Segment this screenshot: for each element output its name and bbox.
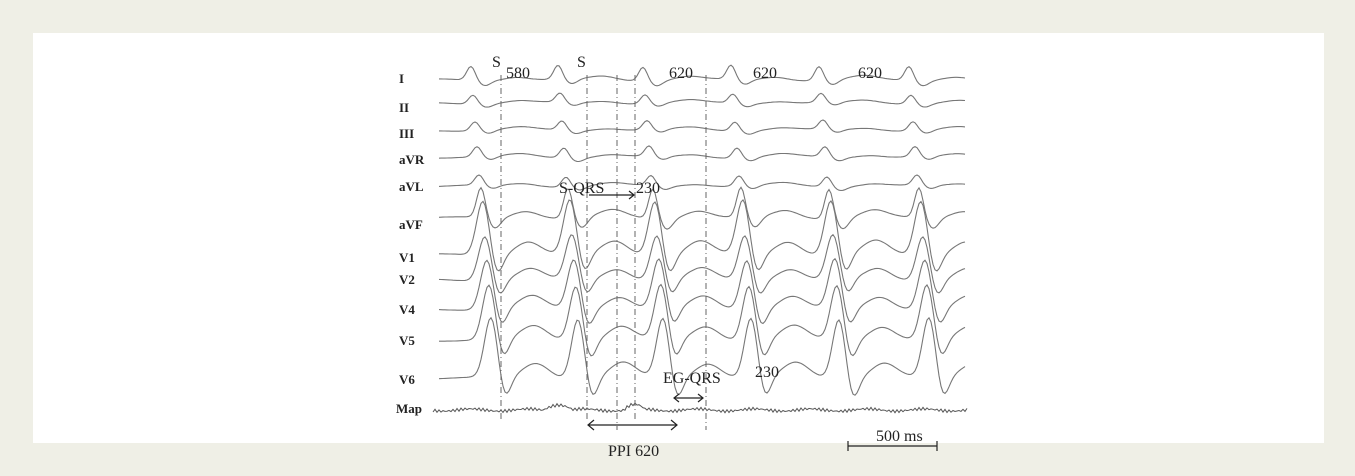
lead-labels: I II III aVR aVL aVF V1 V2 V4 V5 V6 Map (396, 71, 425, 416)
lead-label-III: III (399, 126, 414, 141)
timing-markers (500, 75, 707, 430)
trace-V5 (439, 283, 966, 357)
ppi-label: PPI 620 (608, 443, 659, 460)
ecg-traces (432, 64, 968, 414)
eg-qrs-label: EG-QRS (663, 370, 721, 387)
trace-V2 (438, 233, 966, 294)
s-qrs-arrowhead (628, 190, 635, 200)
stimulus-label-2: S (577, 54, 586, 71)
figure-panel (33, 33, 1324, 443)
lead-label-Map: Map (396, 401, 422, 416)
lead-label-aVR: aVR (399, 152, 425, 167)
lead-label-aVL: aVL (399, 179, 424, 194)
trace-V6 (438, 316, 966, 396)
ppi-arrowheads (587, 419, 678, 431)
trace-V4 (438, 257, 966, 325)
ecg-tracing-figure: I II III aVR aVL aVF V1 V2 V4 V5 V6 Map … (396, 54, 968, 460)
lead-label-I: I (399, 71, 404, 86)
lead-label-aVF: aVF (399, 217, 423, 232)
lead-label-V2: V2 (399, 272, 415, 287)
scale-bar-label: 500 ms (876, 428, 923, 445)
trace-aVR (438, 145, 966, 163)
cycle-length-620-3: 620 (858, 65, 882, 82)
cycle-length-620-1: 620 (669, 65, 693, 82)
trace-V1 (439, 198, 966, 272)
s-qrs-value: 230 (636, 180, 660, 197)
trace-II (438, 92, 966, 108)
s-qrs-label: S-QRS (559, 180, 604, 197)
eg-qrs-arrowheads (673, 393, 704, 403)
trace-Map (432, 402, 968, 414)
trace-aVL (438, 174, 966, 192)
lead-label-V4: V4 (399, 302, 415, 317)
stimulus-label-1: S (492, 54, 501, 71)
lead-label-II: II (399, 100, 409, 115)
eg-qrs-value: 230 (755, 364, 779, 381)
cycle-length-620-2: 620 (753, 65, 777, 82)
trace-aVF (438, 186, 965, 230)
trace-I (439, 64, 966, 87)
lead-label-V1: V1 (399, 250, 415, 265)
trace-III (439, 119, 966, 135)
lead-label-V5: V5 (399, 333, 415, 348)
lead-label-V6: V6 (399, 372, 415, 387)
annotations: S 580 S 620 620 620 S-QRS 230 EG-QRS 230… (492, 54, 938, 460)
cycle-length-580: 580 (506, 65, 530, 82)
